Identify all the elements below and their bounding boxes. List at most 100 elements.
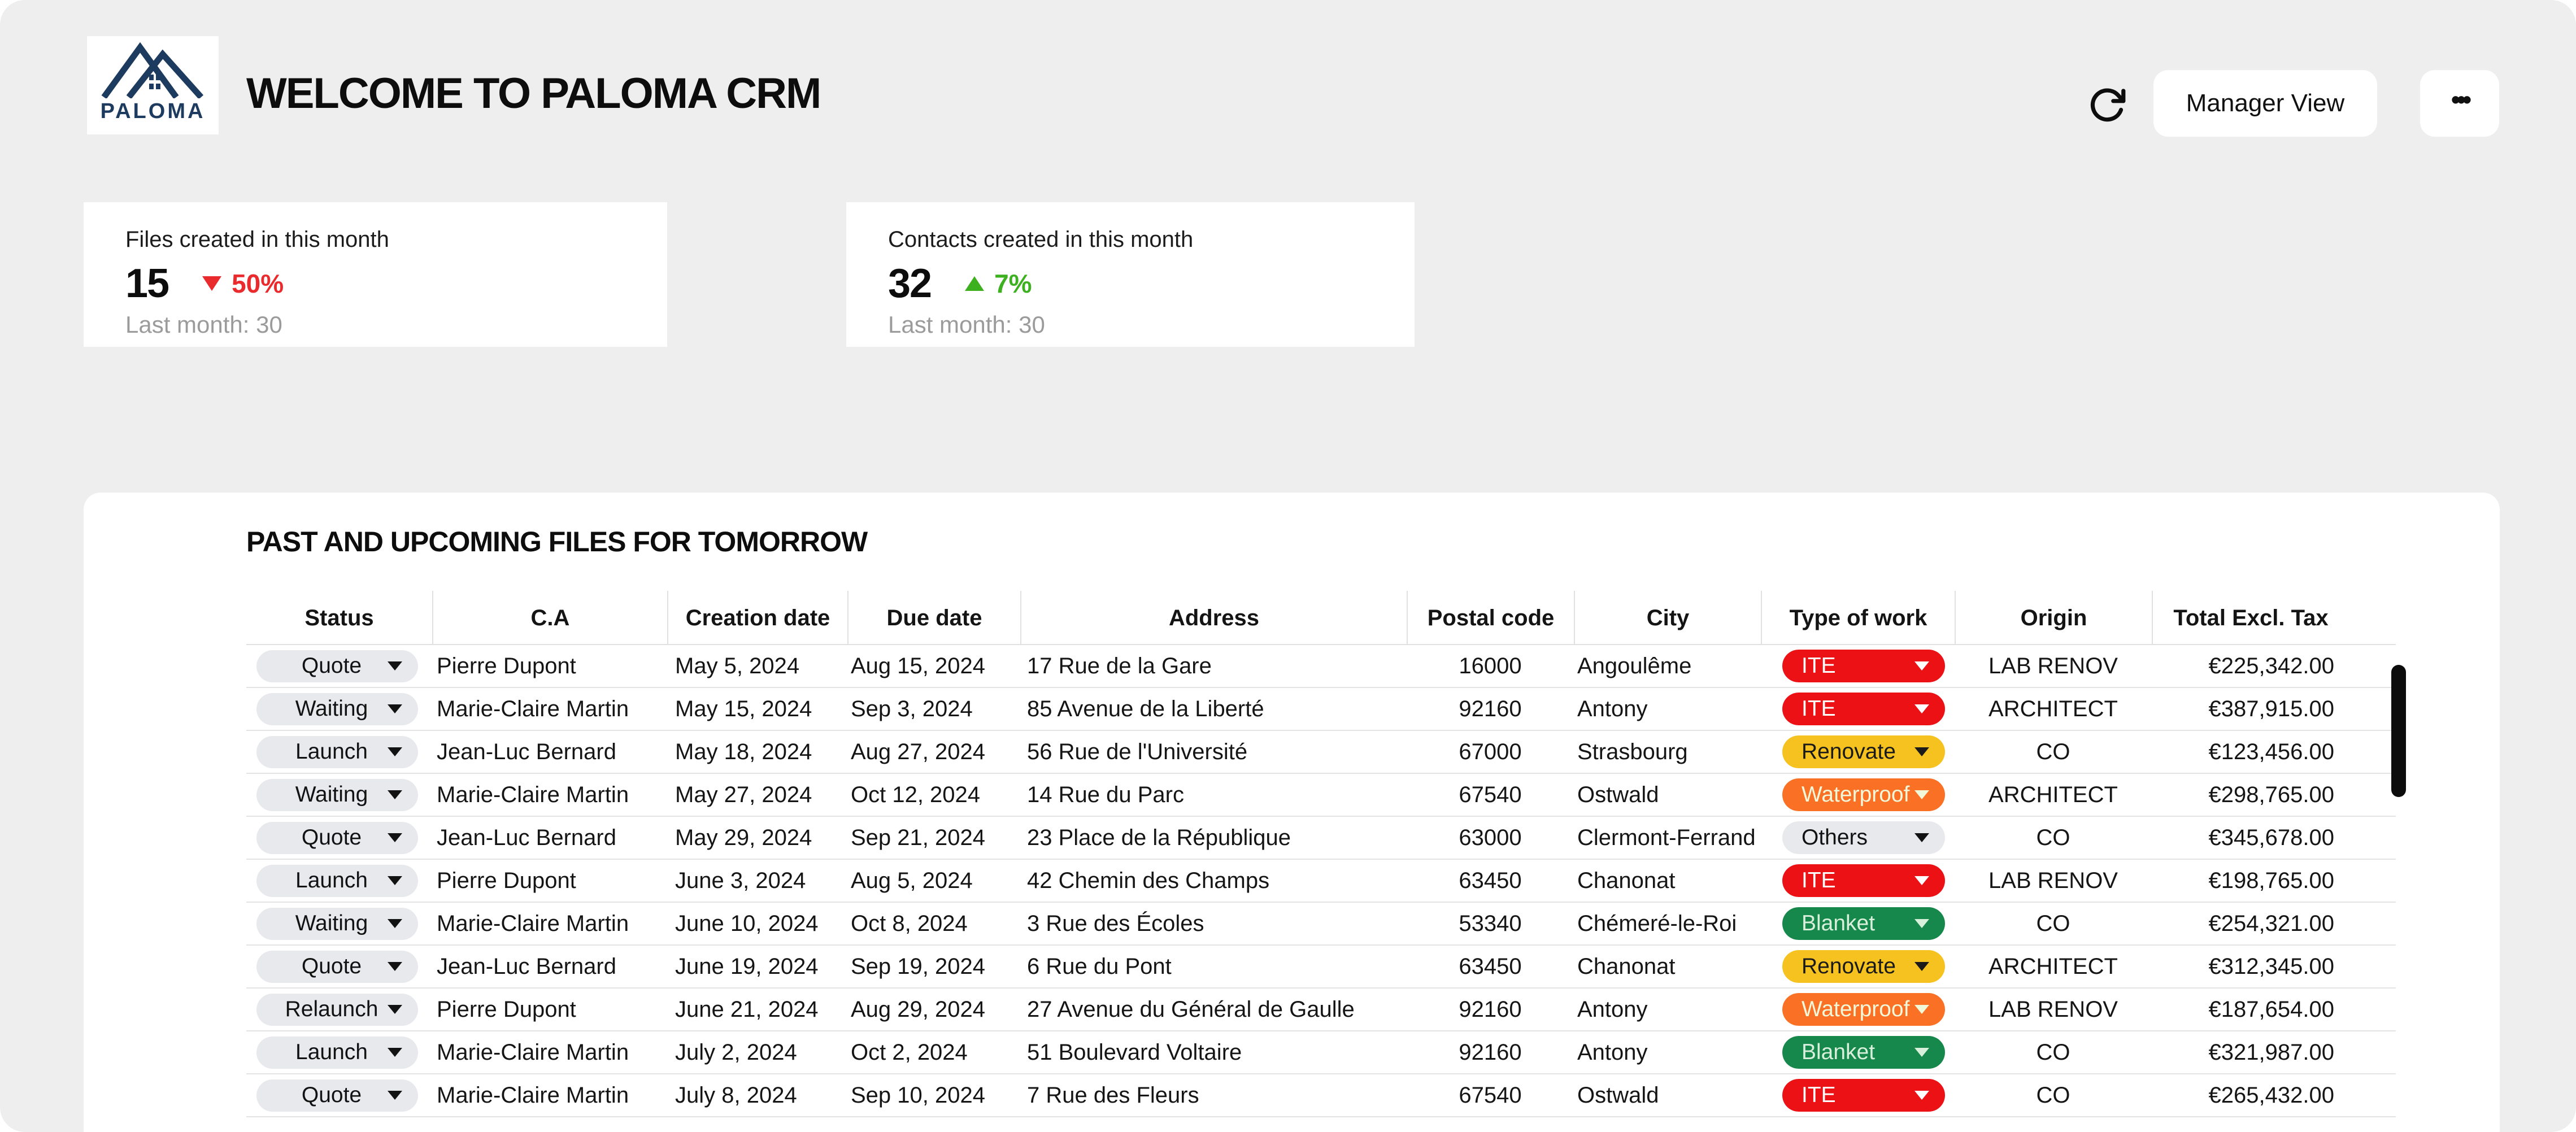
table-row: Launch Marie-Claire Martin July 2, 2024 …: [246, 1031, 2396, 1074]
due-date-cell: Oct 12, 2024: [851, 782, 981, 807]
chevron-down-icon: [388, 1005, 402, 1014]
status-dropdown[interactable]: Quote: [256, 950, 418, 983]
type-of-work-dropdown[interactable]: Blanket: [1782, 1036, 1945, 1069]
status-label: Quote: [301, 654, 362, 678]
chevron-down-icon: [388, 1048, 402, 1057]
creation-date-cell: July 8, 2024: [675, 1082, 797, 1108]
house-roof-icon: [101, 42, 203, 98]
status-dropdown[interactable]: Launch: [256, 1036, 418, 1069]
city-cell: Chanonat: [1577, 954, 1676, 979]
address-cell: 23 Place de la République: [1027, 825, 1291, 850]
status-label: Quote: [301, 954, 362, 978]
manager-view-button[interactable]: Manager View: [2153, 70, 2377, 137]
creation-date-cell: May 15, 2024: [675, 696, 812, 721]
column-header-type-of-work: Type of work: [1761, 591, 1955, 645]
ca-cell: Marie-Claire Martin: [437, 911, 629, 936]
due-date-cell: Sep 3, 2024: [851, 696, 973, 721]
creation-date-cell: May 18, 2024: [675, 739, 812, 764]
chevron-down-icon: [1914, 833, 1929, 842]
type-of-work-dropdown[interactable]: ITE: [1782, 864, 1945, 897]
status-label: Launch: [295, 1040, 368, 1064]
status-dropdown[interactable]: Waiting: [256, 693, 418, 725]
ca-cell: Marie-Claire Martin: [437, 1082, 629, 1108]
status-dropdown[interactable]: Relaunch: [256, 993, 418, 1026]
table-body: Quote Pierre Dupont May 5, 2024 Aug 15, …: [246, 645, 2396, 1117]
due-date-cell: Aug 15, 2024: [851, 653, 985, 678]
status-label: Launch: [295, 868, 368, 892]
column-header-total-excl-tax: Total Excl. Tax: [2152, 591, 2349, 645]
due-date-cell: Aug 27, 2024: [851, 739, 985, 764]
address-cell: 27 Avenue du Général de Gaulle: [1027, 996, 1355, 1022]
status-dropdown[interactable]: Quote: [256, 821, 418, 854]
chevron-down-icon: [388, 704, 402, 713]
total-cell: €345,678.00: [2208, 825, 2334, 850]
origin-cell: LAB RENOV: [1988, 653, 2118, 678]
type-of-work-dropdown[interactable]: Waterproof: [1782, 778, 1945, 811]
vertical-scrollbar-thumb[interactable]: [2391, 665, 2406, 797]
type-of-work-dropdown[interactable]: Blanket: [1782, 907, 1945, 940]
origin-cell: ARCHITECT: [1988, 782, 2118, 807]
triangle-up-icon: [965, 276, 985, 291]
ca-cell: Pierre Dupont: [437, 653, 576, 678]
total-cell: €254,321.00: [2208, 911, 2334, 936]
origin-cell: CO: [2036, 1082, 2070, 1108]
column-header-due-date: Due date: [847, 591, 1020, 645]
stat-label: Files created in this month: [125, 227, 389, 252]
stat-delta-value: 50%: [232, 269, 284, 298]
type-of-work-label: Renovate: [1802, 739, 1896, 764]
type-of-work-dropdown[interactable]: Others: [1782, 821, 1945, 854]
origin-cell: CO: [2036, 1039, 2070, 1065]
origin-cell: CO: [2036, 739, 2070, 764]
status-dropdown[interactable]: Launch: [256, 735, 418, 768]
type-of-work-dropdown[interactable]: Waterproof: [1782, 993, 1945, 1026]
origin-cell: ARCHITECT: [1988, 954, 2118, 979]
city-cell: Chanonat: [1577, 868, 1676, 893]
chevron-down-icon: [1914, 962, 1929, 971]
address-cell: 42 Chemin des Champs: [1027, 868, 1270, 893]
due-date-cell: Sep 19, 2024: [851, 954, 985, 979]
status-dropdown[interactable]: Quote: [256, 650, 418, 682]
header-spacer: [2349, 591, 2396, 645]
type-of-work-label: Blanket: [1802, 911, 1876, 935]
type-of-work-dropdown[interactable]: ITE: [1782, 1079, 1945, 1112]
postal-code-cell: 67540: [1459, 782, 1522, 807]
type-of-work-dropdown[interactable]: Renovate: [1782, 735, 1945, 768]
type-of-work-dropdown[interactable]: ITE: [1782, 693, 1945, 725]
due-date-cell: Oct 8, 2024: [851, 911, 968, 936]
ca-cell: Pierre Dupont: [437, 868, 576, 893]
status-dropdown[interactable]: Launch: [256, 864, 418, 897]
creation-date-cell: June 10, 2024: [675, 911, 819, 936]
ca-cell: Jean-Luc Bernard: [437, 825, 616, 850]
status-dropdown[interactable]: Waiting: [256, 907, 418, 940]
ca-cell: Pierre Dupont: [437, 996, 576, 1022]
total-cell: €123,456.00: [2208, 739, 2334, 764]
stat-label: Contacts created in this month: [888, 227, 1194, 252]
chevron-down-icon: [1914, 876, 1929, 885]
chevron-down-icon: [1914, 661, 1929, 671]
city-cell: Clermont-Ferrand: [1577, 825, 1756, 850]
column-header-creation-date: Creation date: [667, 591, 847, 645]
files-created-card: Files created in this month 15 50% Last …: [84, 202, 667, 347]
postal-code-cell: 67540: [1459, 1082, 1522, 1108]
type-of-work-label: ITE: [1802, 1083, 1836, 1107]
status-dropdown[interactable]: Quote: [256, 1079, 418, 1112]
page-title: WELCOME TO PALOMA CRM: [246, 69, 821, 117]
address-cell: 3 Rue des Écoles: [1027, 911, 1204, 936]
status-dropdown[interactable]: Waiting: [256, 778, 418, 811]
contacts-created-card: Contacts created in this month 32 7% Las…: [846, 202, 1415, 347]
chevron-down-icon: [1914, 704, 1929, 713]
due-date-cell: Oct 2, 2024: [851, 1039, 968, 1065]
type-of-work-dropdown[interactable]: ITE: [1782, 650, 1945, 682]
stat-delta: 7%: [965, 268, 1032, 299]
city-cell: Antony: [1577, 1039, 1648, 1065]
origin-cell: CO: [2036, 825, 2070, 850]
origin-cell: LAB RENOV: [1988, 996, 2118, 1022]
creation-date-cell: June 3, 2024: [675, 868, 806, 893]
chevron-down-icon: [388, 962, 402, 971]
more-options-button[interactable]: •••: [2420, 70, 2499, 137]
address-cell: 51 Boulevard Voltaire: [1027, 1039, 1242, 1065]
type-of-work-dropdown[interactable]: Renovate: [1782, 950, 1945, 983]
table-row: Quote Jean-Luc Bernard May 29, 2024 Sep …: [246, 817, 2396, 860]
type-of-work-label: ITE: [1802, 696, 1836, 721]
refresh-button[interactable]: [2083, 81, 2131, 129]
